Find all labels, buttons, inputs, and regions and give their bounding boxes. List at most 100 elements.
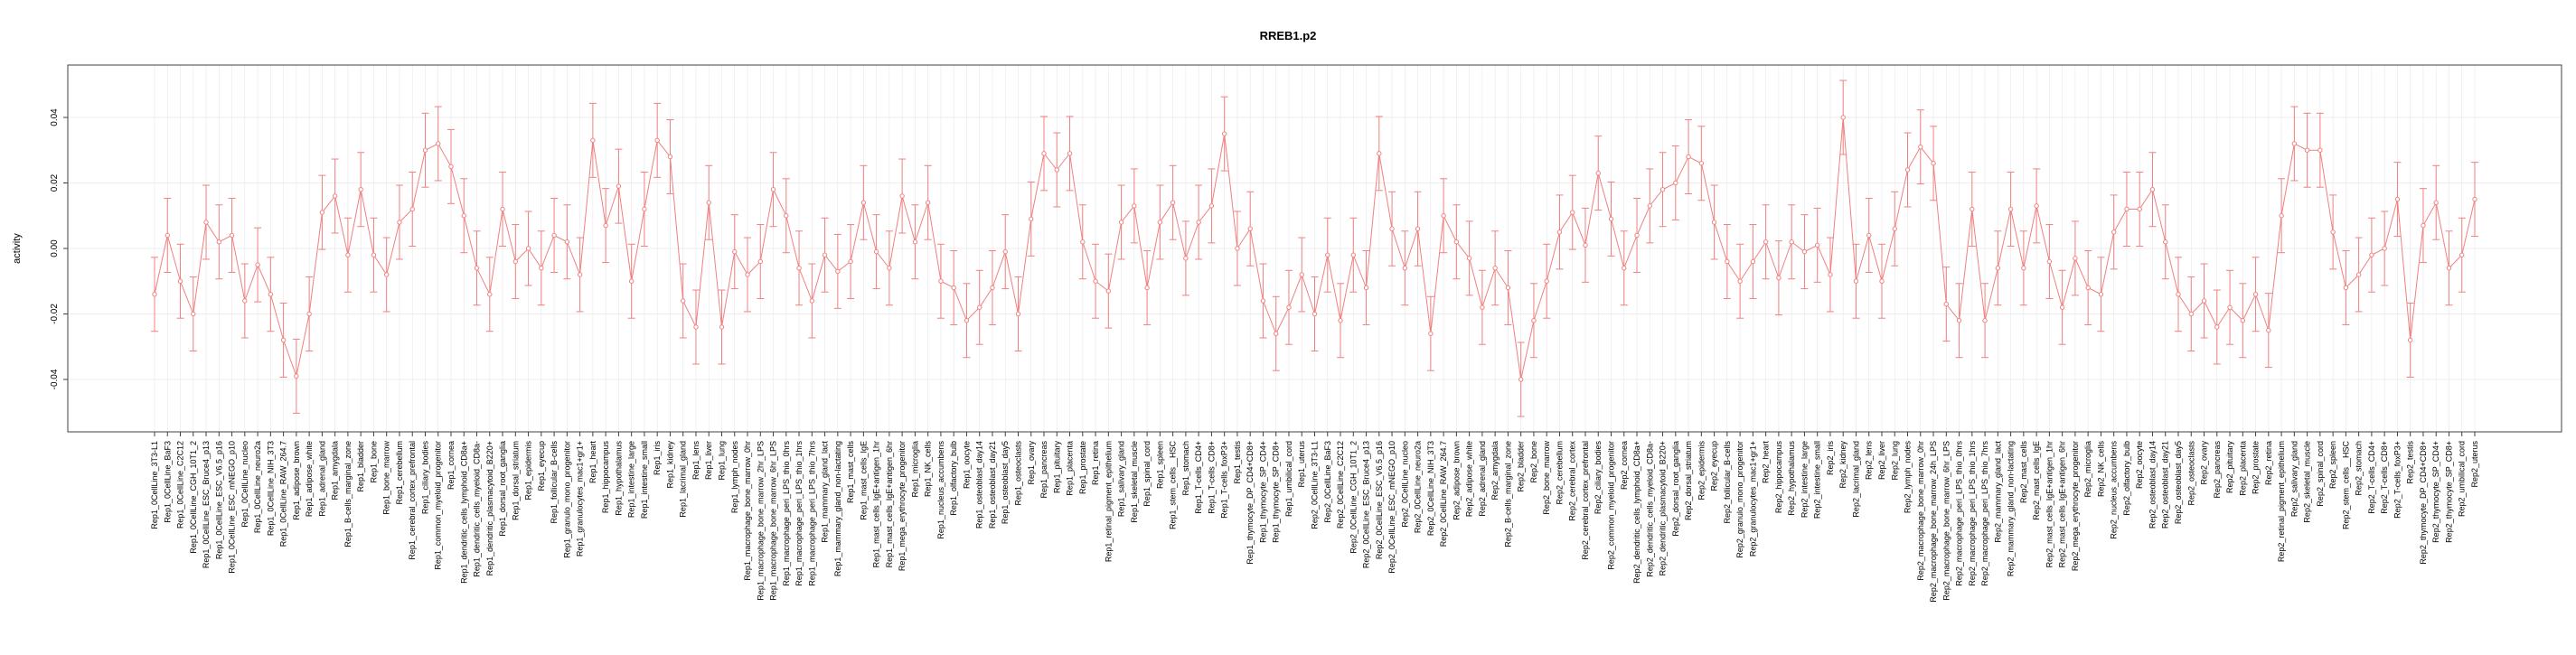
data-point	[1904, 167, 1911, 173]
data-point	[1737, 278, 1743, 284]
data-point	[1853, 278, 1859, 284]
x-tick-label: Rep1_granulocytes_mac1+gr1+	[576, 441, 585, 557]
data-point	[306, 311, 312, 317]
data-point	[2137, 206, 2142, 212]
data-point	[1583, 242, 1588, 248]
data-point	[409, 206, 415, 212]
x-tick-label: Rep2_intestine_small	[1813, 441, 1822, 519]
x-tick-label: Rep2_macrophage_peri_LPS_thio_7hrs	[1980, 441, 1989, 586]
data-point	[719, 324, 725, 330]
x-tick-label: Rep1_macrophage_bone_marrow_6hr_LPS	[769, 441, 778, 601]
x-tick-label: Rep2_amygdala	[1490, 441, 1500, 501]
data-point	[1776, 275, 1782, 281]
data-point	[422, 147, 428, 153]
x-tick-label: Rep2_0CellLine_CGH_10T1_2	[1349, 441, 1358, 554]
x-tick-label: Rep1_dendritic_cells_myeloid_CD8a-	[473, 441, 482, 577]
x-tick-label: Rep1_hypothalamus	[614, 441, 623, 516]
data-point	[229, 232, 235, 239]
data-point	[1931, 161, 1936, 166]
x-tick-label: Rep1_stomach	[1181, 441, 1190, 496]
x-tick-label: Rep2_nucleus_accumbens	[2110, 441, 2119, 539]
data-point	[1544, 278, 1549, 284]
x-tick-label: Rep2_bone	[1529, 441, 1538, 483]
x-tick-label: Rep1_0CellLine_NIH_3T3	[266, 441, 275, 536]
data-point	[512, 258, 519, 265]
x-tick-label: Rep2_olfactory_bulb	[2122, 441, 2131, 516]
x-tick-label: Rep2_salivary_gland	[2289, 441, 2299, 517]
data-point	[784, 213, 789, 219]
data-point	[1466, 256, 1472, 261]
data-point	[1570, 210, 1575, 215]
data-point	[1132, 203, 1137, 209]
data-point	[1015, 311, 1021, 317]
data-point	[2073, 256, 2078, 261]
data-point	[1183, 256, 1189, 261]
data-point	[332, 193, 338, 199]
data-point	[2317, 147, 2323, 153]
data-point	[2472, 196, 2477, 202]
data-point	[1982, 318, 1988, 323]
x-tick-label: Rep2_kidney	[1838, 441, 1847, 489]
x-tick-label: Rep2_pancreas	[2213, 441, 2222, 499]
x-tick-label: Rep2_T-cells_CD8+	[2380, 441, 2389, 514]
data-point	[1943, 301, 1949, 307]
data-point	[1956, 318, 1962, 323]
x-tick-label: Rep2_dorsal_striatum	[1684, 441, 1693, 520]
x-tick-label: Rep1_0CellLine_C2C12	[176, 441, 185, 529]
data-point	[1492, 266, 1498, 271]
data-point	[487, 292, 493, 297]
x-tick-label: Rep1_pancreas	[1039, 441, 1048, 499]
y-tick-label: 0.04	[50, 108, 60, 126]
data-point	[2214, 324, 2220, 330]
x-tick-label: Rep2_bone_marrow	[1542, 441, 1551, 515]
x-tick-label: Rep2_placenta	[2238, 441, 2247, 496]
x-tick-label: Rep1_dendritic_plasmacytoid_B220+	[485, 441, 494, 575]
x-tick-label: Rep2_pituitary	[2225, 441, 2234, 494]
x-tick-label: Rep2_thymocyte_SP_CD4+	[2431, 441, 2440, 543]
data-point	[693, 324, 699, 330]
data-point	[1686, 154, 1691, 160]
x-tick-label: Rep1_nucleus_accumbens	[936, 441, 945, 539]
x-tick-label: Rep2_adrenal_gland	[1478, 441, 1487, 517]
x-tick-label: Rep2_testis	[2406, 441, 2415, 484]
x-axis: Rep1_0CellLine_3T3-L1 Rep1_0CellLine_BaF3…	[150, 432, 2479, 603]
data-point	[165, 232, 170, 239]
x-tick-label: Rep1_skeletal_muscle	[1130, 441, 1139, 523]
x-tick-label: Rep1_0CellLine_ESC_mNEGO_p10	[228, 441, 237, 574]
x-tick-label: Rep2_thymocyte_DP_CD4+CD8+	[2419, 441, 2428, 565]
data-point	[1350, 252, 1356, 257]
x-tick-label: Rep1_dorsal_root_ganglia	[498, 441, 507, 537]
data-point	[384, 272, 390, 277]
data-point	[345, 252, 351, 257]
data-point	[1067, 151, 1073, 156]
data-point	[2446, 266, 2452, 271]
data-point	[2007, 206, 2014, 212]
x-tick-label: Rep2_eyecup	[1710, 441, 1719, 491]
x-tick-label: Rep1_heart	[588, 441, 597, 484]
x-tick-label: Rep1_spleen	[1155, 441, 1164, 489]
x-tick-label: Rep1_stem_cells__HSC	[1169, 441, 1178, 530]
data-point	[1647, 203, 1652, 209]
data-point	[1274, 331, 1279, 336]
data-point	[216, 239, 222, 245]
data-point	[474, 266, 480, 271]
x-tick-label: Rep2_0CellLine_3T3-L1	[1311, 441, 1320, 529]
data-point	[2124, 206, 2129, 212]
x-tick-label: Rep1_cerebral_cortex_prefrontal	[408, 441, 417, 560]
data-point	[1286, 304, 1292, 310]
data-point	[1725, 258, 1730, 265]
data-point	[461, 213, 466, 219]
x-tick-label: Rep1_amygdala	[331, 441, 340, 501]
data-point	[1235, 246, 1240, 251]
data-point	[1208, 203, 1215, 209]
x-tick-label: Rep2_lacrimal_gland	[1851, 441, 1860, 518]
data-point	[1196, 220, 1201, 225]
x-tick-label: Rep2_T-cells_foxP3+	[2393, 441, 2402, 519]
data-point	[590, 137, 596, 144]
x-tick-label: Rep1_lymph_nodes	[730, 441, 739, 514]
x-tick-label: Rep2_osteoblast_day21	[2161, 441, 2170, 529]
x-tick-label: Rep2_intestine_large	[1800, 441, 1809, 518]
x-tick-label: Rep2_mast_cells_IgE+antigen_6hr	[2058, 441, 2067, 567]
x-tick-label: Rep1_osteoblast_day21	[988, 441, 997, 529]
